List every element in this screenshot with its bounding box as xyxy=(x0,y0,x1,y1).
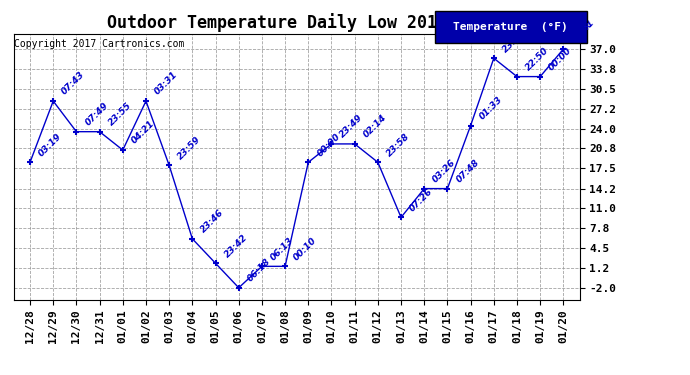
Text: Copyright 2017 Cartronics.com: Copyright 2017 Cartronics.com xyxy=(14,39,184,50)
Text: 01:33: 01:33 xyxy=(477,95,504,122)
Text: +: + xyxy=(583,22,593,32)
Text: 07:48: 07:48 xyxy=(455,158,481,184)
Text: 07:49: 07:49 xyxy=(83,101,110,128)
Text: 03:19: 03:19 xyxy=(37,132,63,158)
Text: 23:55: 23:55 xyxy=(106,101,133,128)
Title: Outdoor Temperature Daily Low 20170121: Outdoor Temperature Daily Low 20170121 xyxy=(107,13,486,32)
Text: 02:14: 02:14 xyxy=(362,113,388,140)
Text: 06:18: 06:18 xyxy=(246,257,273,284)
Text: Temperature  (°F): Temperature (°F) xyxy=(453,22,568,32)
Text: 23:46: 23:46 xyxy=(199,208,226,235)
Text: 00:00: 00:00 xyxy=(315,132,342,158)
Text: 03:31: 03:31 xyxy=(153,70,179,97)
Text: 04:21: 04:21 xyxy=(130,119,157,146)
Text: 00:00: 00:00 xyxy=(547,46,573,72)
Text: 07:43: 07:43 xyxy=(60,70,87,97)
Text: 07:26: 07:26 xyxy=(408,187,435,213)
Text: 03:26: 03:26 xyxy=(431,158,457,184)
Text: 23:: 23: xyxy=(501,36,518,54)
Text: 85:81: 85:81 xyxy=(571,18,597,45)
Text: 06:13: 06:13 xyxy=(269,236,295,262)
Text: 23:49: 23:49 xyxy=(338,113,365,140)
Text: 23:58: 23:58 xyxy=(385,132,411,158)
Text: 23:42: 23:42 xyxy=(222,232,249,259)
Text: 22:50: 22:50 xyxy=(524,46,551,72)
Text: 23:59: 23:59 xyxy=(176,135,203,161)
Text: 00:10: 00:10 xyxy=(292,236,319,262)
